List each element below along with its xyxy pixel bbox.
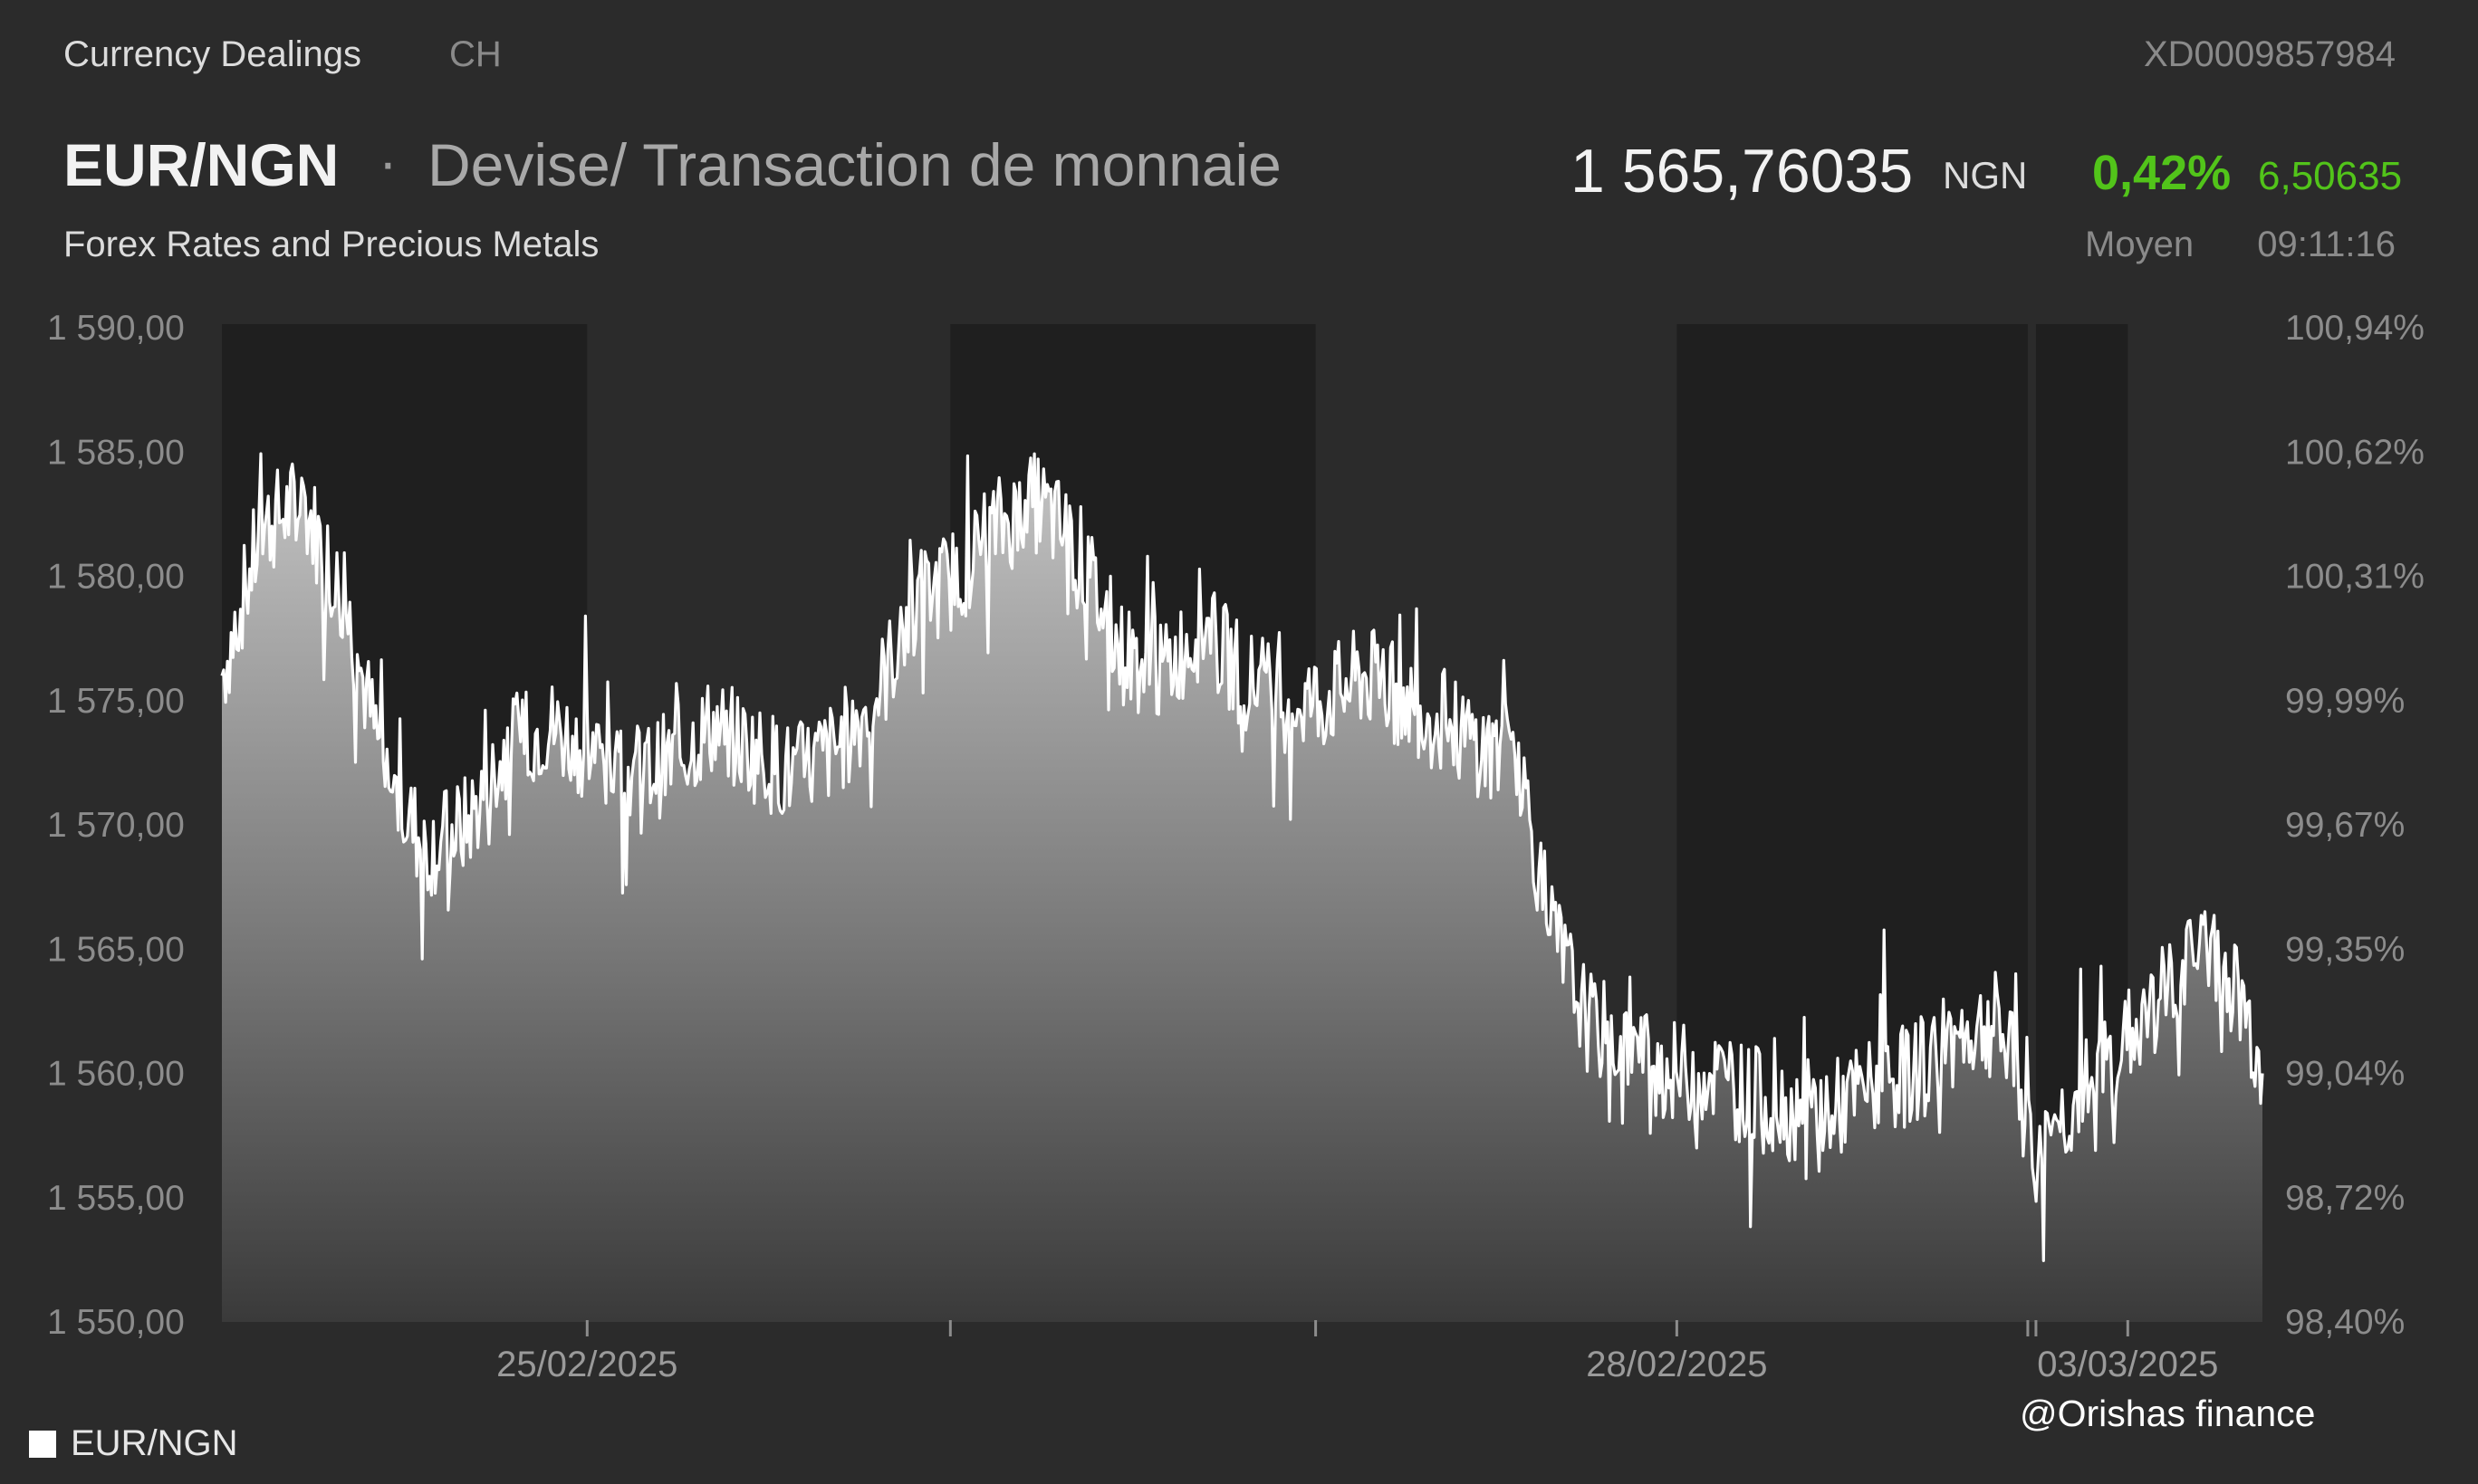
x-tick-label-1: 25/02/2025 (496, 1345, 677, 1384)
instrument-description: Devise/ Transaction de monnaie (427, 131, 1282, 198)
isin-code: XD0009857984 (2143, 34, 2396, 74)
y-tick-right-4: 99,99% (2285, 682, 2405, 721)
x-axis: 25/02/2025 28/02/2025 03/03/2025 (496, 1320, 2218, 1384)
y-tick-left-5: 1 570,00 (47, 806, 185, 845)
y-tick-left-7: 1 560,00 (47, 1055, 185, 1094)
y-tick-left-8: 1 555,00 (47, 1179, 185, 1218)
price-mode: Moyen (2085, 225, 2195, 264)
y-tick-right-8: 98,72% (2285, 1179, 2405, 1218)
y-tick-left-3: 1 580,00 (47, 558, 185, 597)
series-line-eur-ngn (220, 452, 2264, 1262)
y-axis-right: 100,94% 100,62% 100,31% 99,99% 99,67% 99,35% 9… (2285, 309, 2425, 1342)
last-price: 1 565,76035 (1570, 137, 1914, 206)
y-tick-right-7: 99,04% (2285, 1055, 2405, 1094)
y-tick-right-1: 100,94% (2285, 309, 2425, 348)
legend-swatch (29, 1430, 56, 1458)
y-tick-left-2: 1 585,00 (47, 433, 185, 472)
chart-legend[interactable]: EUR/NGN (29, 1423, 237, 1464)
market-name: Currency Dealings (63, 34, 362, 74)
x-tick-label-2: 28/02/2025 (1586, 1345, 1767, 1384)
y-tick-right-6: 99,35% (2285, 930, 2405, 969)
title-separator: · (379, 131, 398, 194)
price-currency: NGN (1943, 154, 2028, 196)
y-axis-left: 1 590,00 1 585,00 1 580,00 1 575,00 1 570,00… (47, 309, 185, 1342)
currency-pair-title: EUR/NGN (63, 131, 340, 198)
instrument-subtitle: Forex Rates and Precious Metals (63, 225, 600, 264)
y-tick-left-4: 1 575,00 (47, 682, 185, 721)
y-tick-right-2: 100,62% (2285, 433, 2425, 472)
change-percent: 0,42% (2092, 146, 2232, 200)
y-tick-right-3: 100,31% (2285, 558, 2425, 597)
x-tick-label-3: 03/03/2025 (2037, 1345, 2218, 1384)
legend-label: EUR/NGN (71, 1423, 238, 1463)
y-tick-left-9: 1 550,00 (47, 1303, 185, 1342)
y-tick-left-1: 1 590,00 (47, 309, 185, 348)
price-area (220, 452, 2264, 1323)
y-tick-right-5: 99,67% (2285, 806, 2405, 845)
y-tick-right-9: 98,40% (2285, 1303, 2405, 1342)
area-fill-eur-ngn (222, 454, 2262, 1323)
exchange-code: CH (449, 34, 502, 74)
watermark-text: @Orishas finance (2020, 1393, 2316, 1434)
y-tick-left-6: 1 565,00 (47, 930, 185, 969)
price-time: 09:11:16 (2257, 225, 2396, 264)
change-absolute: 6,50635 (2258, 154, 2403, 198)
